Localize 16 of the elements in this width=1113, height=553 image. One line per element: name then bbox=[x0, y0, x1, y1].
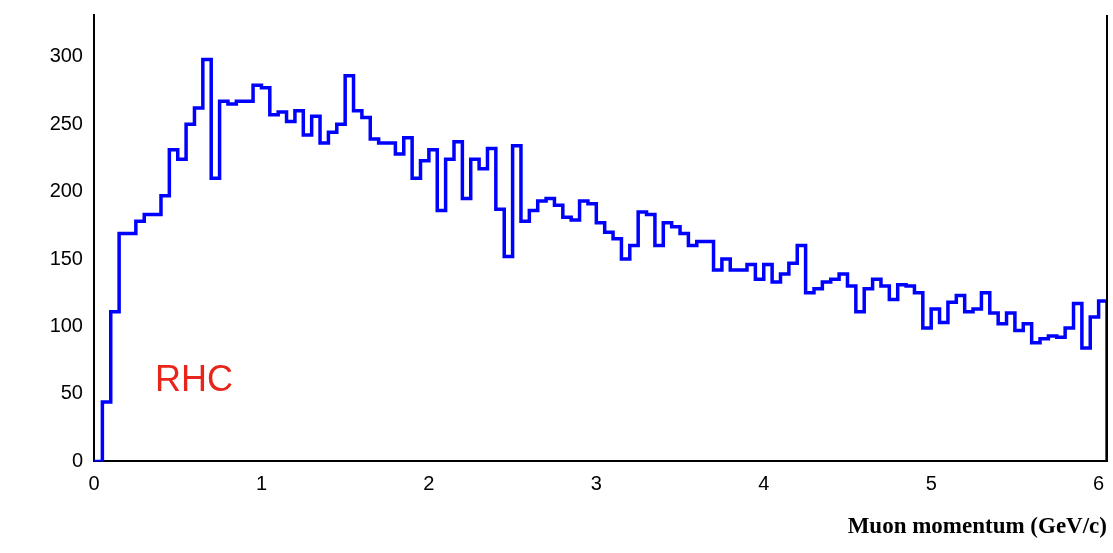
x-tick-label: 3 bbox=[590, 471, 602, 494]
annotation: RHC bbox=[155, 358, 233, 400]
x-axis-title: Muon momentum (GeV/c) bbox=[847, 513, 1107, 539]
x-tick-label: 0 bbox=[88, 471, 100, 494]
x-tick-label: 1 bbox=[255, 471, 267, 494]
y-tick-label: 250 bbox=[49, 111, 83, 134]
x-tick-label: 4 bbox=[758, 471, 770, 494]
x-tick-label: 5 bbox=[925, 471, 937, 494]
y-tick-label: 300 bbox=[49, 44, 83, 67]
y-tick-label: 0 bbox=[71, 448, 83, 471]
x-tick-label: 6 bbox=[1093, 471, 1105, 494]
y-tick-label: 200 bbox=[49, 179, 83, 202]
y-tick-label: 150 bbox=[49, 246, 83, 269]
y-tick-label: 100 bbox=[49, 314, 83, 337]
x-tick-label: 2 bbox=[423, 471, 435, 494]
y-tick-label: 50 bbox=[60, 381, 83, 404]
